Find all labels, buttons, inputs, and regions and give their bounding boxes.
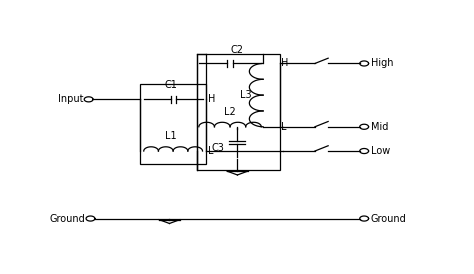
Text: Input: Input: [58, 94, 83, 104]
Text: H: H: [282, 58, 289, 68]
Text: C1: C1: [165, 80, 178, 90]
Text: C3: C3: [212, 143, 225, 153]
Text: H: H: [208, 94, 215, 104]
Text: Ground: Ground: [49, 213, 85, 224]
Text: High: High: [371, 58, 393, 68]
Text: L: L: [208, 146, 213, 156]
Bar: [140, 84, 206, 164]
Text: C2: C2: [231, 45, 244, 55]
Text: Ground: Ground: [371, 213, 407, 224]
Text: Low: Low: [371, 146, 390, 156]
Text: L2: L2: [224, 107, 236, 117]
Text: Mid: Mid: [371, 122, 388, 132]
Text: L3: L3: [240, 90, 252, 100]
Bar: [197, 54, 280, 170]
Text: L1: L1: [165, 131, 177, 141]
Text: L: L: [282, 122, 287, 132]
